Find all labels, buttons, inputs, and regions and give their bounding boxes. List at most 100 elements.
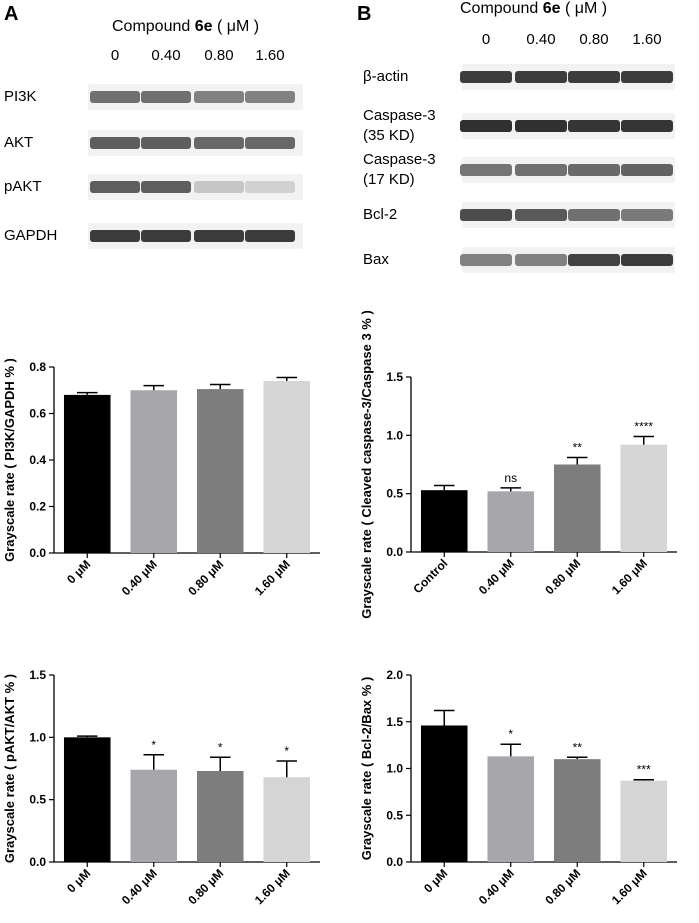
b-band-4-2 [568,254,620,266]
bcl2bax-bar-1 [487,756,535,862]
b-blot-strip-3 [460,202,675,228]
a-band-0-1 [141,91,191,103]
caspase-xtick-label-2: 0.80 μM [542,556,583,597]
caspase-significance-1: ns [504,471,517,485]
bcl2bax-ylabel: Grayscale rate ( Bcl-2/Bax % ) [359,677,374,861]
caspase-bar-2 [553,464,601,552]
a-blot-strip-3 [88,223,303,249]
a-band-2-1 [141,181,191,193]
b-blot-label-3: Bcl-2 [363,206,398,223]
caspase-ytick-label-1: 0.5 [386,487,403,501]
pi3k-ytick-label-1: 0.2 [29,500,46,514]
b-band-1-1 [515,120,567,132]
pi3k-ytick-label-3: 0.6 [29,407,46,421]
caspase-xtick-label-1: 0.40 μM [476,556,517,597]
caspase-bar-1 [487,491,535,552]
a-band-2-0 [90,181,140,193]
a-band-3-2 [194,230,244,242]
b-band-3-3 [621,209,673,221]
a-lane-label-2: 0.80 [204,47,234,64]
pi3k-xtick-label-1: 0.40 μM [119,557,160,598]
pi3k-ytick-label-0: 0.0 [29,546,46,560]
b-band-4-3 [621,254,673,266]
caspase-significance-2: ** [573,441,583,455]
chart-cleaved-caspase: Grayscale rate ( Cleaved caspase-3/Caspa… [359,310,677,619]
a-blot-label-3: GAPDH [4,227,58,244]
pakt-ylabel: Grayscale rate ( pAKT/AKT % ) [2,674,17,863]
panel-a-header-unit: ( μM ) [212,18,260,35]
bcl2bax-xtick-label-0: 0 μM [421,866,450,895]
caspase-xtick-label-3: 1.60 μM [609,556,650,597]
b-blot-strip-4 [460,247,675,273]
a-band-0-2 [194,91,244,103]
chart-pakt-akt: Grayscale rate ( pAKT/AKT % ) 0.0 0.5 1.0 1.… [2,668,320,907]
panel-b-header-compound: 6e [542,0,561,17]
bcl2bax-bar-3 [620,780,668,862]
pi3k-ytick-label-2: 0.4 [29,453,46,467]
a-blot-strip-2 [88,174,303,200]
bcl2bax-ytick-label-0: 0.0 [386,855,403,869]
b-blot-strip-0 [460,64,675,90]
a-lane-label-0: 0 [110,47,120,64]
a-lane-label-3: 1.60 [255,47,285,64]
bcl2bax-significance-2: ** [573,740,583,754]
a-band-3-3 [245,230,295,242]
pi3k-xtick-label-3: 1.60 μM [252,557,293,598]
b-band-1-2 [568,120,620,132]
b-blot-label-4: Bax [363,251,389,268]
a-blot-strip-1 [88,130,303,156]
pi3k-ytick-label-4: 0.8 [29,360,46,374]
panel-b-header-unit: ( μM ) [560,0,608,17]
a-band-2-3 [245,181,295,193]
caspase-bar-3 [620,444,668,552]
caspase-ytick-label-3: 1.5 [386,370,403,384]
b-band-3-1 [515,209,567,221]
panel-a-letter: A [4,3,19,25]
bcl2bax-ytick-label-3: 1.5 [386,715,403,729]
b-band-2-2 [568,164,620,176]
b-band-1-0 [460,120,512,132]
b-band-3-2 [568,209,620,221]
bcl2bax-bar-0 [420,725,468,862]
a-blot-strip-0 [88,84,303,110]
a-band-3-0 [90,230,140,242]
b-band-0-0 [460,71,512,83]
pakt-bar-1 [130,769,178,862]
pakt-significance-2: * [218,740,223,754]
pakt-ytick-label-3: 1.5 [29,668,46,682]
a-lane-label-1: 0.40 [151,47,181,64]
panel-a-header-compound: 6e [194,18,213,35]
caspase-significance-3: **** [634,420,653,434]
bcl2bax-ytick-label-2: 1.0 [386,762,403,776]
b-band-2-0 [460,164,512,176]
bcl2bax-ytick-label-1: 0.5 [386,808,403,822]
caspase-xtick-label-0: Control [410,556,450,596]
pi3k-ylabel: Grayscale rate ( PI3K/GAPDH % ) [2,358,17,562]
b-band-4-0 [460,254,512,266]
pi3k-xtick-label-2: 0.80 μM [185,557,226,598]
b-blot-label-0: β-actin [363,68,409,85]
caspase-ytick-label-2: 1.0 [386,428,403,442]
bcl2bax-xtick-label-3: 1.60 μM [609,866,650,907]
b-lane-label-3: 1.60 [632,31,662,48]
a-band-1-2 [194,137,244,149]
b-blot-label-2: Caspase-3 (17 KD) [363,151,436,188]
panel-b-header: Compound 6e ( μM ) [460,0,607,18]
chart-bcl2-bax: Grayscale rate ( Bcl-2/Bax % ) 0.0 0.5 1.0 1… [359,668,677,907]
b-lane-label-1: 0.40 [526,31,556,48]
a-blot-label-2: pAKT [4,178,42,195]
pakt-significance-3: * [284,744,289,758]
a-band-1-0 [90,137,140,149]
b-band-0-2 [568,71,620,83]
b-blot-strip-1 [460,113,675,139]
pakt-ytick-label-1: 0.5 [29,793,46,807]
a-band-0-3 [245,91,295,103]
a-band-1-3 [245,137,295,149]
pi3k-bar-1 [130,390,178,553]
b-lane-label-2: 0.80 [579,31,609,48]
pakt-significance-1: * [151,738,156,752]
b-band-2-3 [621,164,673,176]
b-band-0-3 [621,71,673,83]
b-band-1-3 [621,120,673,132]
a-band-0-0 [90,91,140,103]
